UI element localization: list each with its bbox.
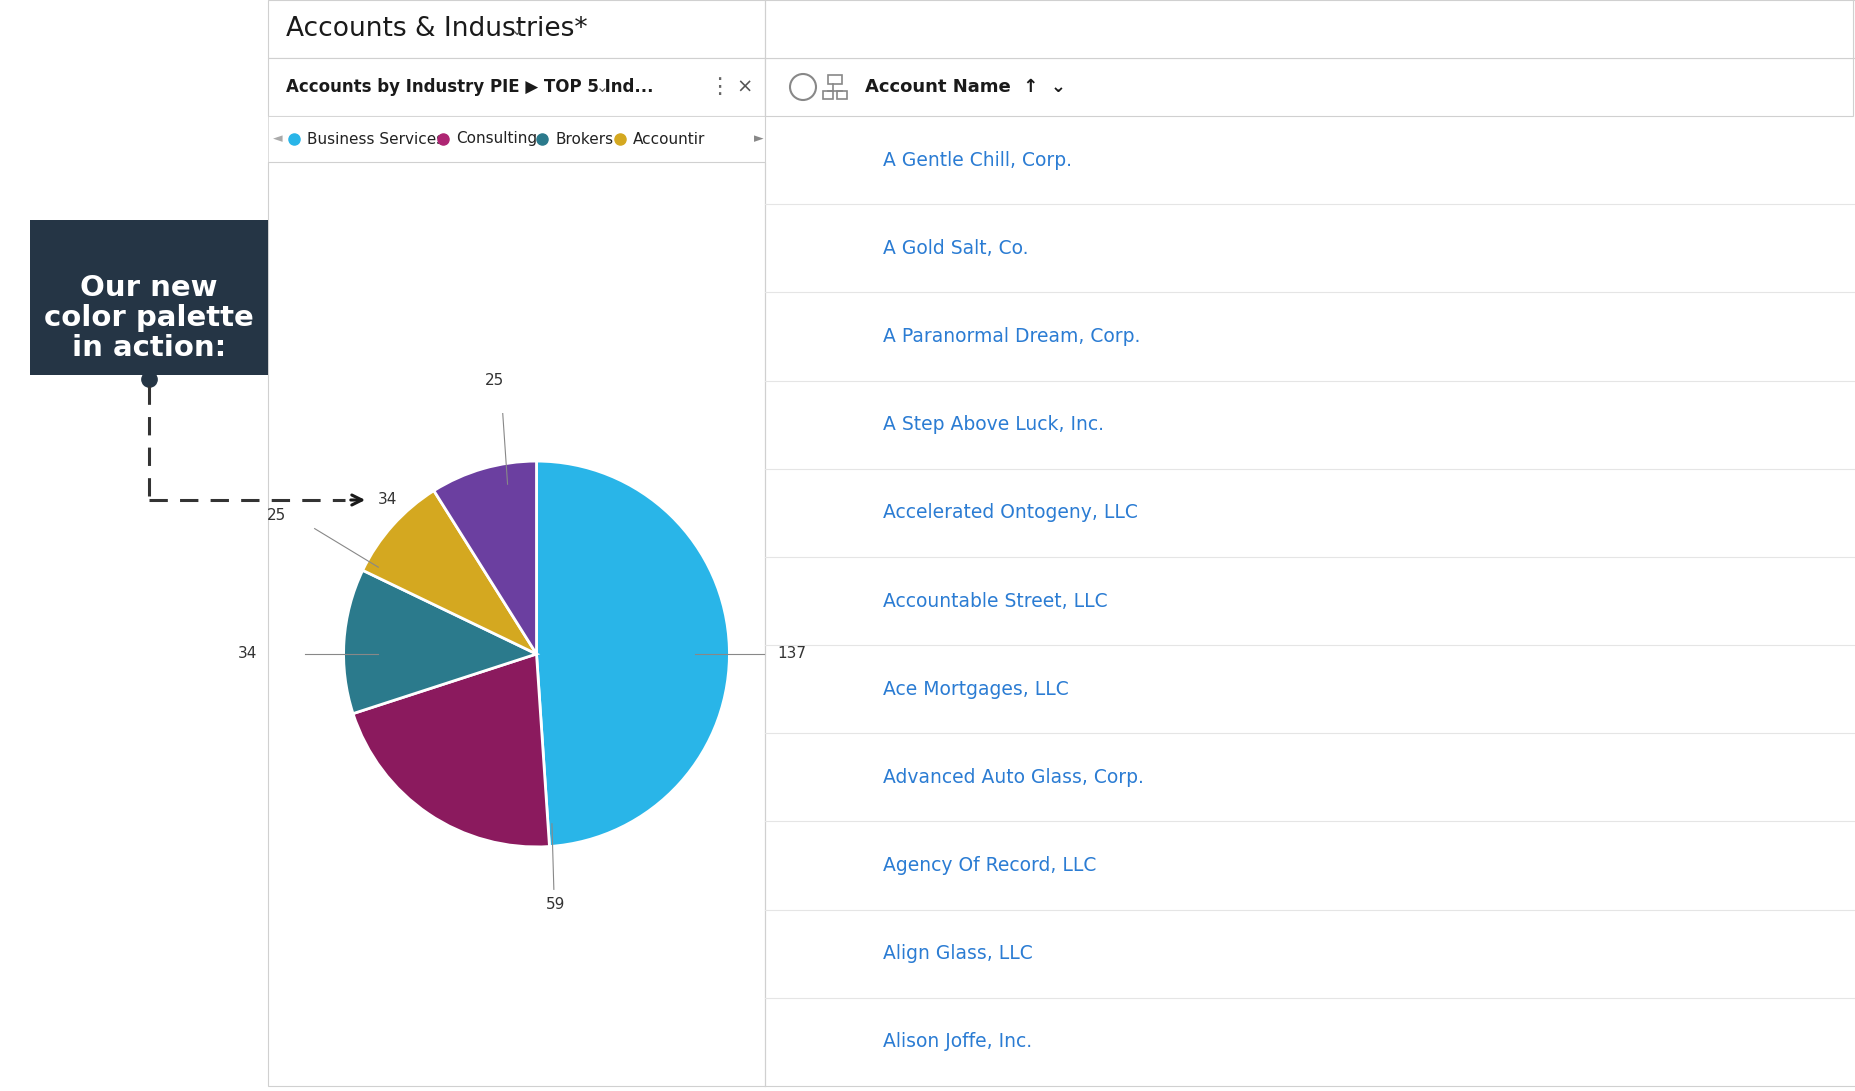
Text: Accountable Street, LLC: Accountable Street, LLC [883,591,1107,611]
Text: Brokers: Brokers [555,132,614,146]
Text: 25: 25 [267,507,286,523]
Bar [267,161,764,1086]
Bar [267,58,764,116]
Text: Alison Joffe, Inc.: Alison Joffe, Inc. [883,1032,1031,1052]
Text: ×: × [736,77,753,96]
Bar [824,91,833,99]
Text: Ace Mortgages, LLC: Ace Mortgages, LLC [883,680,1068,698]
Text: Consulting: Consulting [456,132,538,146]
Text: Accounts & Industries*: Accounts & Industries* [286,16,588,41]
Text: A Step Above Luck, Inc.: A Step Above Luck, Inc. [883,416,1104,434]
Text: Accelerated Ontogeny, LLC: Accelerated Ontogeny, LLC [883,503,1137,523]
Text: ⌄: ⌄ [595,81,608,96]
Text: ⋮: ⋮ [709,77,731,97]
Text: 137: 137 [777,647,807,661]
Wedge shape [434,461,536,654]
Wedge shape [352,654,549,847]
Text: Our new: Our new [80,274,217,301]
Text: Account Name  ↑  ⌄: Account Name ↑ ⌄ [864,77,1067,96]
Text: in action:: in action: [72,334,226,361]
Text: color palette: color palette [45,303,254,332]
Text: Business Services: Business Services [306,132,443,146]
Bar [827,75,842,84]
Text: Advanced Auto Glass, Corp.: Advanced Auto Glass, Corp. [883,768,1145,787]
Text: 34: 34 [237,647,256,661]
Text: A Gentle Chill, Corp.: A Gentle Chill, Corp. [883,151,1072,169]
Bar [764,58,1853,116]
Text: ⌄: ⌄ [505,21,525,39]
Wedge shape [536,461,729,847]
Wedge shape [364,491,536,654]
Bar [764,0,1853,58]
Text: 34: 34 [378,492,397,507]
Text: 25: 25 [484,372,505,387]
Wedge shape [343,571,536,714]
Bar [837,91,848,99]
Text: ►: ► [753,132,764,145]
Text: Accountir: Accountir [633,132,705,146]
Bar [267,0,1855,58]
Text: Align Glass, LLC: Align Glass, LLC [883,944,1033,963]
Text: ◄: ◄ [273,132,282,145]
Text: A Gold Salt, Co.: A Gold Salt, Co. [883,239,1028,257]
Text: Agency Of Record, LLC: Agency Of Record, LLC [883,856,1096,875]
Bar [267,116,764,161]
Text: Accounts by Industry PIE ▶ TOP 5 Ind...: Accounts by Industry PIE ▶ TOP 5 Ind... [286,77,653,96]
Text: 59: 59 [545,897,566,912]
Text: A Paranormal Dream, Corp.: A Paranormal Dream, Corp. [883,327,1141,346]
Bar [30,220,267,375]
